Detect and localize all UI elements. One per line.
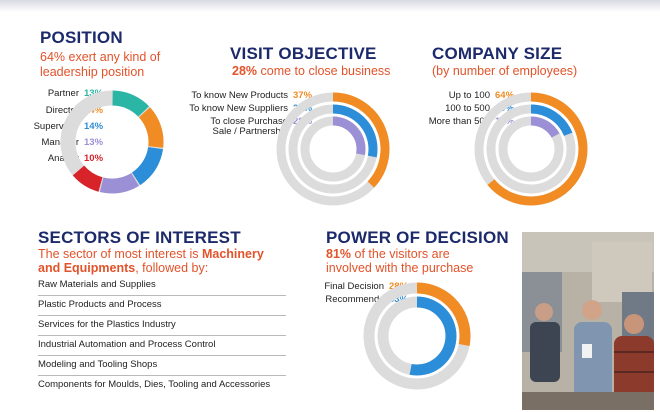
position-subtitle-line2: leadership position <box>40 65 145 79</box>
decision-title: POWER OF DECISION <box>326 228 509 247</box>
sector-item: Plastic Products and Process <box>38 296 286 316</box>
company-title: COMPANY SIZE <box>432 44 563 63</box>
sector-item: Services for the Plastics Industry <box>38 316 286 336</box>
position-pct-manager: 13% <box>84 137 104 148</box>
visit-ring-arc-0 <box>332 92 390 188</box>
sectors-subtitle-text: The sector of most interest is <box>38 247 202 261</box>
company-ring-arc-1 <box>530 104 573 137</box>
visit-label-purchase-line2: Sale / Partnership <box>212 126 288 137</box>
position-label-partner: Partner <box>47 88 79 99</box>
sectors-title: SECTORS OF INTEREST <box>38 228 241 247</box>
visit-ring-arc-2 <box>332 116 366 156</box>
company-pct-upto100: 64% <box>495 90 515 101</box>
company-subtitle: (by number of employees) <box>432 64 578 78</box>
position-pct-supervisor: 14% <box>84 121 104 132</box>
decision-label-final: Final Decision <box>324 281 384 292</box>
company-label-morethan500: More than 500 <box>428 116 490 127</box>
decision-ring-arc-1 <box>409 296 457 376</box>
sectors-subtitle-line2: and Equipments, followed by: <box>38 261 208 276</box>
sectors-subtitle-bold: Machinery <box>201 247 264 261</box>
position-label-director: Director <box>45 105 79 116</box>
decision-subtitle-line2: involved with the purchase <box>326 261 474 275</box>
decision-pct-recommends: 53% <box>389 294 409 305</box>
sector-item: Modeling and Tooling Shops <box>38 356 286 376</box>
sectors-subtitle-bold2: and Equipments <box>38 261 136 275</box>
decision-label-recommends: Recommends <box>325 294 384 305</box>
visit-subtitle-pct: 28% <box>232 64 258 78</box>
position-slice-2 <box>131 146 163 186</box>
visit-label-products: To know New Products <box>191 90 288 101</box>
visit-title: VISIT OBJECTIVE <box>230 44 377 63</box>
position-title: POSITION <box>40 28 123 47</box>
decision-ring-arc-0 <box>416 282 471 347</box>
decision-ring-chart <box>363 282 471 390</box>
sectors-subtitle-text2: , followed by: <box>135 261 209 275</box>
position-slice-1 <box>138 107 164 148</box>
position-pct-director: 14% <box>84 105 104 116</box>
visit-ring-chart <box>276 92 390 206</box>
position-label-manager: Manager <box>41 137 80 148</box>
position-slice-0 <box>112 90 150 117</box>
position-subtitle-line1: 64% exert any kind of <box>40 50 161 64</box>
top-banner-edge <box>0 0 660 12</box>
sector-item: Industrial Automation and Process Contro… <box>38 336 286 356</box>
sector-item: Raw Materials and Supplies <box>38 276 286 296</box>
company-ring-arc-2 <box>530 116 560 138</box>
sector-item: Components for Moulds, Dies, Tooling and… <box>38 379 271 390</box>
sectors-subtitle-line1: The sector of most interest is Machinery <box>38 247 264 262</box>
company-label-upto100: Up to 100 <box>448 90 490 101</box>
position-slice-4 <box>72 165 103 192</box>
visit-label-suppliers: To know New Suppliers <box>189 103 288 114</box>
company-label-100to500: 100 to 500 <box>445 103 490 114</box>
visit-pct-products: 37% <box>293 90 313 101</box>
decision-subtitle-line1: 81% of the visitors are <box>326 247 450 262</box>
visit-ring-arc-1 <box>332 104 378 158</box>
visit-label-purchase-line1: To close Purchase <box>210 116 288 127</box>
company-ring-chart <box>474 92 588 206</box>
visit-subtitle-rest: come to close business <box>257 64 391 78</box>
position-donut-chart <box>60 90 164 194</box>
decision-subtitle-pct: 81% <box>326 247 352 261</box>
position-slice-3 <box>99 172 139 194</box>
position-pct-analyst: 10% <box>84 153 104 164</box>
trade-show-photo-illustration <box>522 232 654 410</box>
position-label-supervisor: Supervisor <box>33 121 79 132</box>
company-ring-arc-0 <box>487 92 588 206</box>
position-pct-partner: 13% <box>84 88 104 99</box>
trade-show-photo <box>522 232 654 410</box>
decision-subtitle-rest: of the visitors are <box>351 247 450 261</box>
visit-subtitle: 28% come to close business <box>232 64 390 79</box>
